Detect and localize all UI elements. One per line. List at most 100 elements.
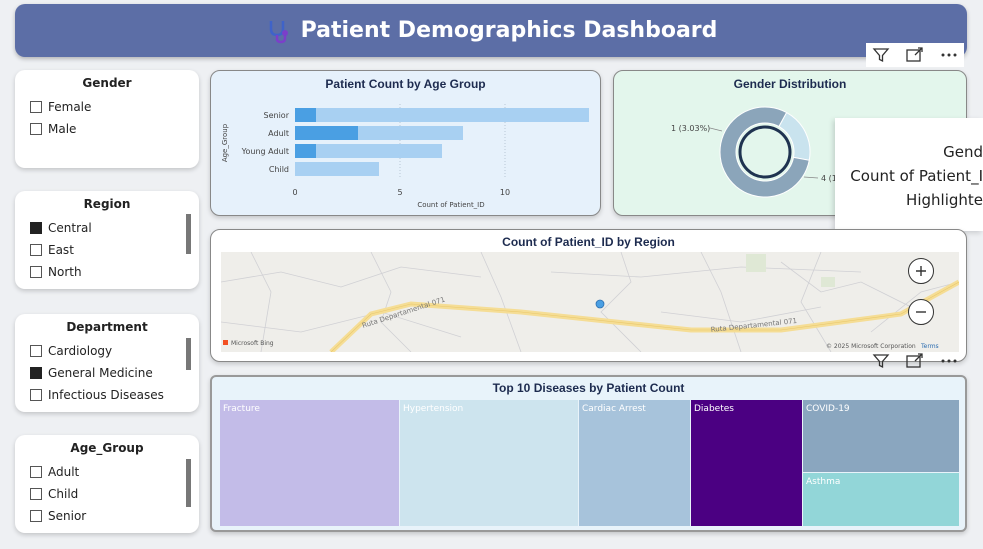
treemap-cell-fracture[interactable]: Fracture <box>220 400 399 526</box>
zoom-in-button[interactable] <box>908 258 934 284</box>
category-label: Adult <box>268 129 289 138</box>
slicer-item-label: East <box>48 243 74 257</box>
gender-chart-svg: 1 (3.03%) 4 (1 <box>671 106 837 198</box>
focus-mode-icon[interactable] <box>900 349 930 373</box>
slicer-title: Gender <box>82 76 132 90</box>
map-attribution-left: Microsoft Bing <box>231 340 274 347</box>
gender-slicer: Gender Female Male <box>15 70 199 168</box>
checkbox[interactable] <box>30 510 42 522</box>
bar-total <box>295 108 589 122</box>
checkbox[interactable] <box>30 222 42 234</box>
tick-label: 5 <box>397 188 402 197</box>
tick-label: 10 <box>500 188 510 197</box>
slicer-item-infectious-diseases[interactable]: Infectious Diseases <box>15 384 199 406</box>
treemap-cell-label: Fracture <box>223 404 260 414</box>
treemap-cell-label: Asthma <box>806 477 841 487</box>
slicer-item-north[interactable]: North <box>15 261 199 283</box>
treemap-cell-label: Hypertension <box>403 404 464 414</box>
slicer-item-label: Child <box>48 487 79 501</box>
bar-highlight <box>295 144 316 158</box>
more-options-icon[interactable] <box>934 349 964 373</box>
top-diseases-treemap[interactable]: Top 10 Diseases by Patient Count Fractur… <box>210 375 967 532</box>
slicer-item-male[interactable]: Male <box>15 118 199 140</box>
checkbox[interactable] <box>30 389 42 401</box>
visual-header-actions <box>866 349 964 373</box>
chart-title: Gender Distribution <box>733 77 847 91</box>
slicer-title: Region <box>83 197 131 211</box>
tooltip-line: Highlighte <box>906 191 983 209</box>
dashboard-header: Patient Demographics Dashboard <box>15 4 967 57</box>
chart-title: Count of Patient_ID by Region <box>502 235 675 249</box>
donut-highlight-ring <box>738 125 792 179</box>
stethoscope-icon <box>265 18 291 44</box>
slicer-item-label: Female <box>48 100 92 114</box>
slicer-item-general-medicine[interactable]: General Medicine <box>15 362 199 384</box>
scrollbar[interactable] <box>186 338 191 370</box>
filter-icon[interactable] <box>866 349 896 373</box>
donut-slice <box>719 106 810 198</box>
focus-mode-icon[interactable] <box>900 43 930 67</box>
slicer-item-east[interactable]: East <box>15 239 199 261</box>
department-slicer: Department Cardiology General Medicine I… <box>15 314 199 412</box>
checkbox[interactable] <box>30 244 42 256</box>
checkbox[interactable] <box>30 367 42 379</box>
tooltip-line: Gend <box>943 143 983 161</box>
bar-highlight <box>295 108 316 122</box>
x-axis-label: Count of Patient_ID <box>417 201 484 209</box>
filter-icon[interactable] <box>866 43 896 67</box>
slicer-title: Age_Group <box>70 441 144 455</box>
region-map[interactable]: Count of Patient_ID by Region Ruta Depar… <box>210 229 967 362</box>
tick-label: 0 <box>292 188 297 197</box>
checkbox[interactable] <box>30 345 42 357</box>
slicer-title: Department <box>66 320 148 334</box>
slicer-item-adult[interactable]: Adult <box>15 461 199 483</box>
treemap-cell-cardiac-arrest[interactable]: Cardiac Arrest <box>579 400 690 526</box>
bar-total <box>295 162 379 176</box>
chart-title: Top 10 Diseases by Patient Count <box>492 381 685 395</box>
checkbox[interactable] <box>30 488 42 500</box>
age-group-slicer: Age_Group Adult Child Senior <box>15 435 199 533</box>
age-group-chart[interactable]: Patient Count by Age Group Senior Adult Yo… <box>210 70 601 216</box>
donut-label-left: 1 (3.03%) <box>671 124 710 133</box>
treemap-cell-diabetes[interactable]: Diabetes <box>691 400 802 526</box>
slicer-item-label: Male <box>48 122 77 136</box>
checkbox[interactable] <box>30 266 42 278</box>
tooltip-line: Count of Patient_I <box>850 167 983 185</box>
map-data-point <box>595 299 605 309</box>
page-title: Patient Demographics Dashboard <box>300 18 718 43</box>
slicer-item-cardiology[interactable]: Cardiology <box>15 340 199 362</box>
age-chart-svg: Senior Adult Young Adult Child 0 5 10 Count of … <box>221 104 589 209</box>
slicer-item-label: Adult <box>48 465 80 479</box>
y-axis-label: Age_Group <box>221 123 229 162</box>
map-attribution-right: © 2025 Microsoft Corporation <box>826 343 916 350</box>
slicer-item-label: Infectious Diseases <box>48 388 164 402</box>
bar-highlight <box>295 126 358 140</box>
treemap-cell-asthma[interactable]: Asthma <box>803 473 959 526</box>
region-slicer: Region Central East North <box>15 191 199 289</box>
slicer-item-label: General Medicine <box>48 366 153 380</box>
checkbox[interactable] <box>30 466 42 478</box>
donut-hole <box>743 130 787 174</box>
slicer-item-label: Senior <box>48 509 87 523</box>
category-label: Senior <box>264 111 290 120</box>
scrollbar[interactable] <box>186 214 191 254</box>
slicer-item-label: Cardiology <box>48 344 113 358</box>
slicer-item-child[interactable]: Child <box>15 483 199 505</box>
category-label: Child <box>269 165 289 174</box>
slicer-item-senior[interactable]: Senior <box>15 505 199 527</box>
treemap-cell-hypertension[interactable]: Hypertension <box>400 400 578 526</box>
slicer-item-female[interactable]: Female <box>15 96 199 118</box>
checkbox[interactable] <box>30 101 42 113</box>
treemap-cell-label: Diabetes <box>694 404 734 414</box>
treemap-cell-label: Cardiac Arrest <box>582 404 646 414</box>
map-canvas[interactable]: Ruta Departamental 071 Ruta Departamenta… <box>221 252 959 352</box>
more-options-icon[interactable] <box>934 43 964 67</box>
slicer-item-central[interactable]: Central <box>15 217 199 239</box>
treemap-cell-covid-19[interactable]: COVID-19 <box>803 400 959 472</box>
zoom-out-button[interactable] <box>908 299 934 325</box>
scrollbar[interactable] <box>186 459 191 507</box>
bar-total <box>295 144 442 158</box>
slicer-item-label: North <box>48 265 82 279</box>
treemap-cell-label: COVID-19 <box>806 404 850 414</box>
checkbox[interactable] <box>30 123 42 135</box>
